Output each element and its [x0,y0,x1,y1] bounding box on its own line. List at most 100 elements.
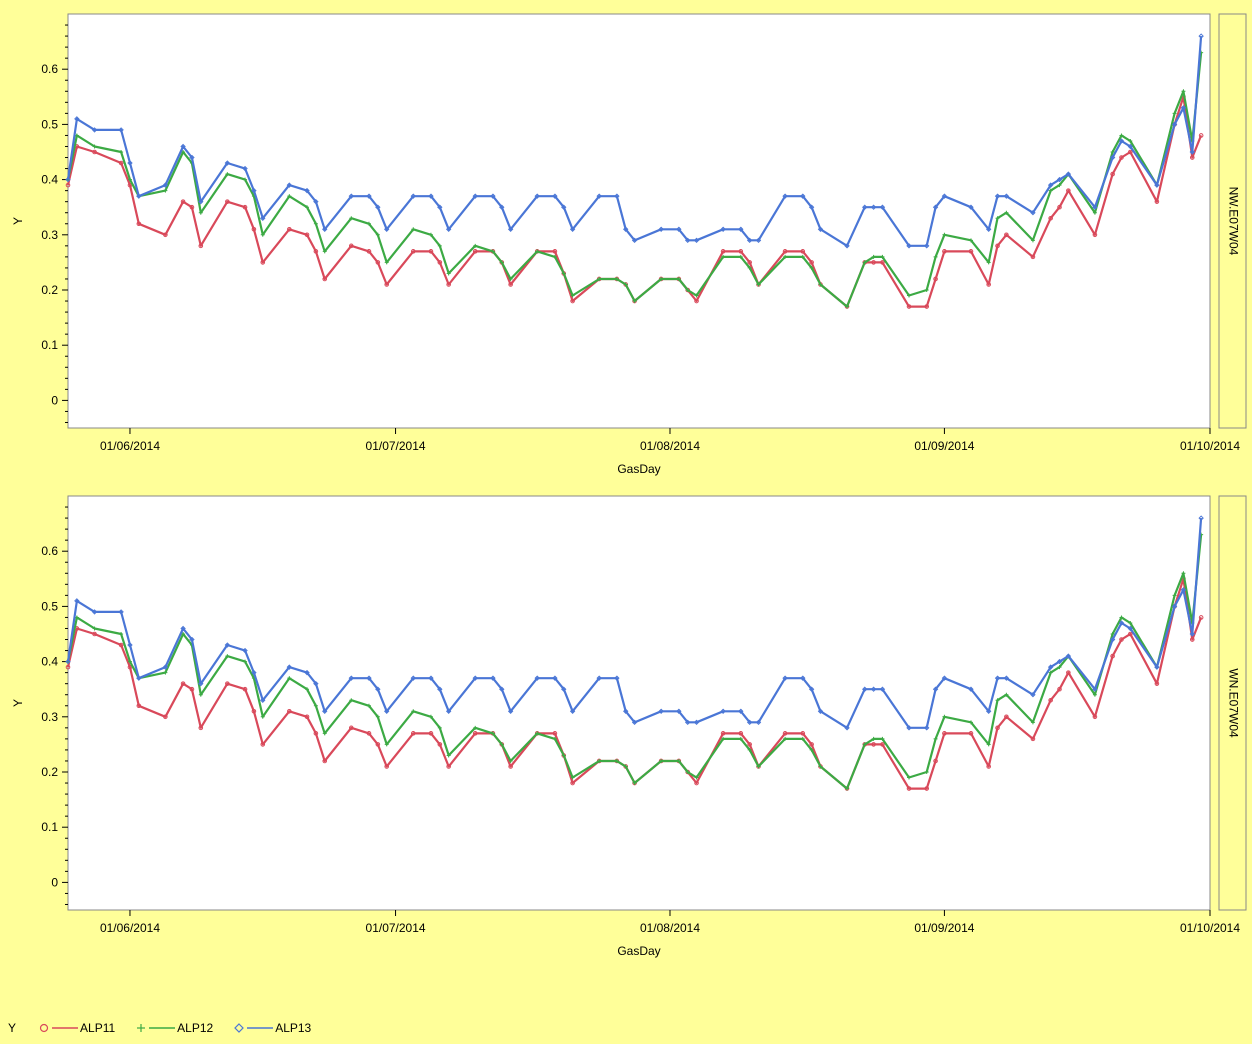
data-point [384,282,389,287]
data-point [535,731,540,736]
x-tick-label: 01/07/2014 [366,921,426,935]
data-point [198,692,203,697]
data-point [1048,215,1053,221]
data-point [924,725,930,731]
data-point [941,193,948,199]
data-point [508,758,513,763]
x-tick-label: 01/10/2014 [1180,439,1240,453]
data-point [871,736,876,741]
data-point [694,293,699,298]
data-point [597,758,602,763]
data-point [118,609,124,615]
data-point [198,198,204,205]
data-point [322,758,328,764]
data-point [720,731,726,736]
legend-label-alp11: ALP11 [80,1021,116,1035]
data-point [472,675,478,681]
data-point [242,165,248,172]
data-point [870,686,877,692]
data-point [676,276,681,281]
data-point [1189,631,1196,637]
data-point [189,154,195,161]
data-point [747,265,752,270]
data-point [907,293,912,298]
data-point [871,742,876,747]
data-point [92,626,97,631]
data-point [313,731,319,736]
data-point [746,719,753,726]
data-point [995,243,1000,249]
series-line-alp13 [66,36,1203,247]
data-point [446,282,451,287]
data-point [845,786,850,791]
data-point [446,753,451,758]
data-point [1128,138,1133,143]
data-point [659,758,664,763]
y-tick-label: 0.2 [41,765,58,779]
data-point [614,276,619,281]
data-point [251,669,257,676]
data-point [180,143,186,150]
data-point [1180,105,1187,111]
data-point [224,160,231,166]
data-point [260,215,266,221]
data-point [782,731,788,736]
data-point [260,714,265,719]
data-point [755,719,762,726]
data-point [260,697,266,703]
data-point [286,664,293,670]
data-point [287,226,292,232]
data-point [1109,636,1116,643]
data-point [746,237,753,244]
data-point [1057,204,1062,210]
data-point [738,254,743,259]
data-point [508,276,513,281]
data-point [845,304,850,309]
data-point [1171,121,1178,128]
data-point [251,708,257,714]
data-point [684,719,691,726]
data-point [1048,697,1053,703]
data-point [198,725,204,731]
data-point [1004,232,1009,238]
data-point [163,714,168,720]
data-point [721,736,726,741]
data-point [410,249,416,254]
x-tick-label: 01/06/2014 [100,439,160,453]
data-point [933,276,938,282]
data-point [242,647,248,654]
data-point [1172,111,1177,116]
data-point [693,719,700,726]
data-point [1030,692,1036,698]
data-point [1065,653,1072,659]
data-point [127,659,132,664]
data-point [721,254,726,259]
data-point [446,764,451,769]
data-point [631,719,638,726]
data-point [1119,133,1124,138]
data-point [570,293,575,298]
series-line-alp13 [66,518,1203,729]
data-point [968,731,974,736]
data-point [118,642,124,648]
data-point [349,216,354,221]
data-point [304,232,310,238]
data-point [1004,714,1009,720]
data-point [1154,182,1160,188]
data-point [383,708,390,714]
data-point [933,254,938,259]
data-point [932,686,939,692]
data-point [366,221,371,226]
data-point [322,731,327,736]
data-point [569,226,576,232]
data-point [596,675,602,681]
data-point [631,237,638,244]
data-point [428,731,434,736]
data-point [1119,637,1124,642]
series-alp12 [66,50,1204,309]
data-point [614,193,620,199]
data-point [313,198,319,205]
data-point [198,680,204,687]
data-point [180,681,186,686]
data-point [65,182,71,188]
